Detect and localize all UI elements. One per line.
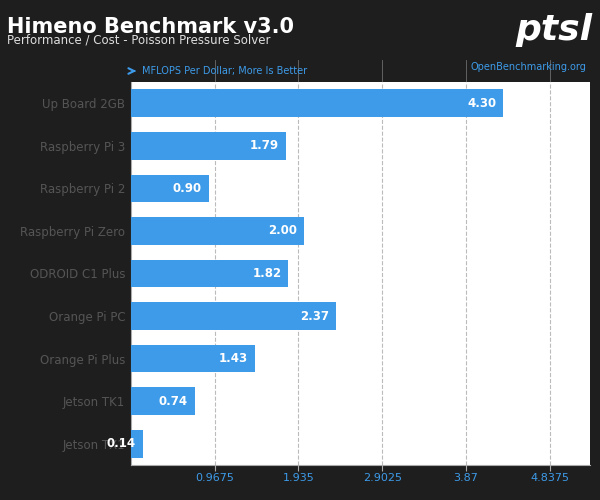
Bar	[131, 388, 195, 415]
Text: 0.74: 0.74	[159, 394, 188, 407]
Text: 1.82: 1.82	[253, 267, 281, 280]
Text: 0.90: 0.90	[173, 182, 202, 195]
Text: Himeno Benchmark v3.0: Himeno Benchmark v3.0	[7, 17, 294, 37]
Text: OpenBenchmarking.org: OpenBenchmarking.org	[471, 62, 587, 72]
Bar	[131, 345, 254, 372]
Bar	[131, 174, 209, 202]
Bar	[131, 430, 143, 458]
Text: 0.14: 0.14	[107, 437, 136, 450]
Text: MFLOPS Per Dollar; More Is Better: MFLOPS Per Dollar; More Is Better	[142, 66, 307, 76]
Text: 1.79: 1.79	[250, 140, 279, 152]
Bar	[131, 217, 304, 245]
Text: 2.00: 2.00	[268, 224, 297, 237]
Bar	[131, 302, 336, 330]
Text: ptsl: ptsl	[516, 13, 593, 47]
Text: 4.30: 4.30	[467, 97, 496, 110]
Text: 2.37: 2.37	[300, 310, 329, 322]
Text: 1.43: 1.43	[218, 352, 248, 365]
Bar	[131, 90, 503, 117]
Bar	[131, 132, 286, 160]
Bar	[131, 260, 289, 287]
Text: Performance / Cost - Poisson Pressure Solver: Performance / Cost - Poisson Pressure So…	[7, 34, 271, 47]
